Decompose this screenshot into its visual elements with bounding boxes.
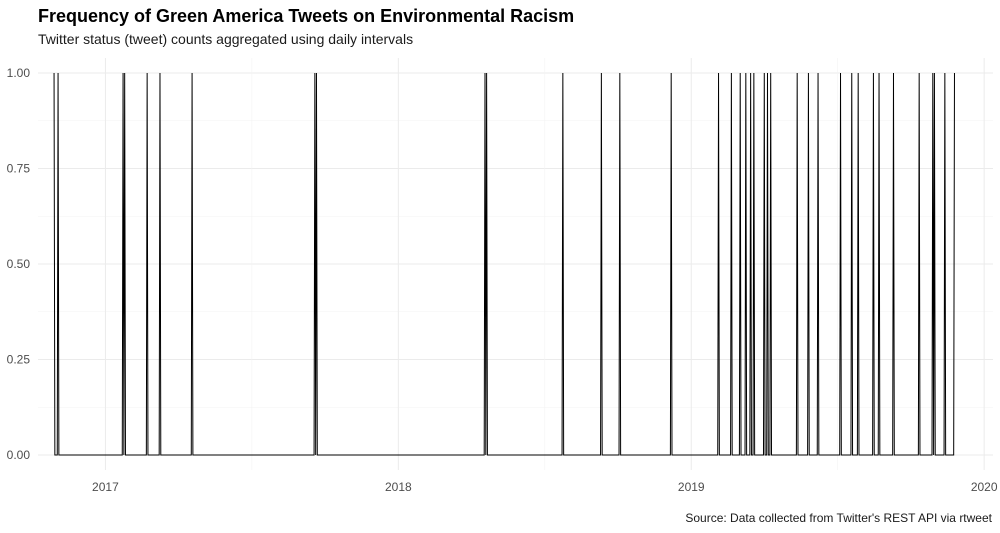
y-axis: 0.00 0.25 0.50 0.75 1.00 bbox=[7, 66, 31, 462]
chart-caption: Source: Data collected from Twitter's RE… bbox=[685, 511, 992, 525]
x-axis: 2017 2018 2019 2020 bbox=[92, 480, 998, 494]
chart-title: Frequency of Green America Tweets on Env… bbox=[38, 6, 575, 26]
y-tick-label: 0.25 bbox=[7, 353, 31, 367]
x-tick-label: 2019 bbox=[678, 480, 705, 494]
x-tick-label: 2020 bbox=[971, 480, 998, 494]
chart-subtitle: Twitter status (tweet) counts aggregated… bbox=[38, 31, 414, 47]
series-line bbox=[53, 72, 955, 456]
x-tick-label: 2017 bbox=[92, 480, 119, 494]
grid-lines bbox=[38, 58, 993, 470]
y-tick-label: 0.50 bbox=[7, 257, 31, 271]
y-tick-label: 0.75 bbox=[7, 162, 31, 176]
y-tick-label: 0.00 bbox=[7, 448, 31, 462]
y-tick-label: 1.00 bbox=[7, 66, 31, 80]
series-layer bbox=[53, 72, 955, 456]
x-tick-label: 2018 bbox=[385, 480, 412, 494]
